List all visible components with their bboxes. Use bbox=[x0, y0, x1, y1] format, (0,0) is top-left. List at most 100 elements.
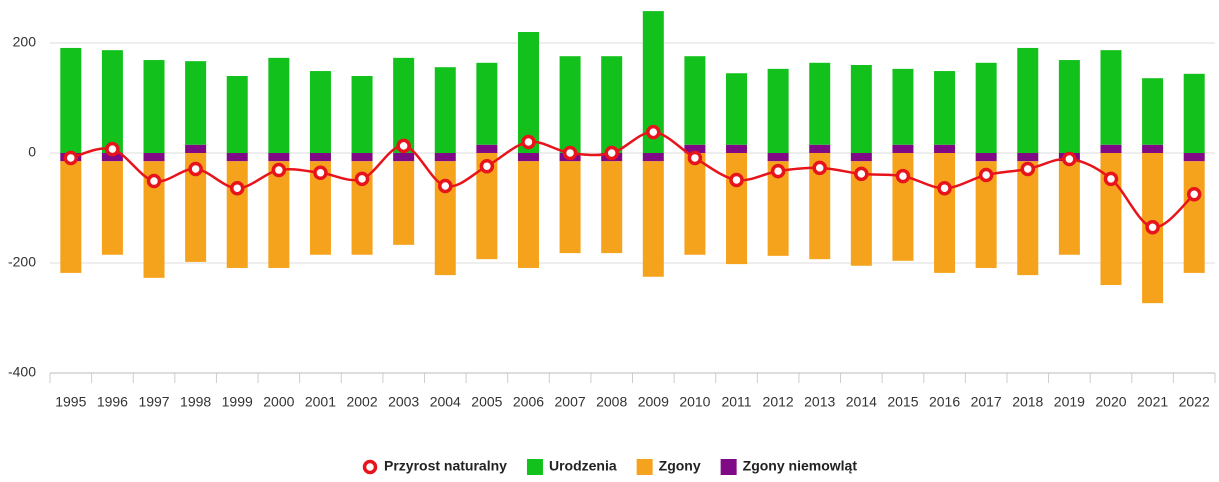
legend-item: Urodzenia bbox=[526, 458, 617, 475]
bar bbox=[809, 62, 831, 145]
x-tick-label: 2021 bbox=[1137, 394, 1168, 410]
x-tick-label: 1998 bbox=[180, 394, 211, 410]
x-tick-label: 2002 bbox=[346, 394, 377, 410]
line-marker bbox=[604, 145, 619, 161]
bar bbox=[309, 161, 331, 255]
bar bbox=[1017, 161, 1039, 276]
x-tick-label: 2003 bbox=[388, 394, 419, 410]
line-marker bbox=[646, 124, 661, 140]
line-marker bbox=[729, 172, 744, 188]
line-marker bbox=[271, 162, 287, 178]
x-tick-label: 2004 bbox=[430, 394, 461, 410]
bar bbox=[1017, 153, 1039, 162]
bar bbox=[101, 50, 123, 153]
bar bbox=[476, 144, 498, 153]
line-marker bbox=[978, 167, 994, 183]
bar bbox=[226, 76, 248, 153]
bar bbox=[850, 65, 872, 153]
line-marker bbox=[562, 145, 578, 161]
bar bbox=[934, 153, 956, 273]
line-marker bbox=[854, 166, 869, 182]
bar bbox=[434, 153, 456, 162]
bar bbox=[684, 153, 706, 255]
bar bbox=[726, 144, 748, 153]
line-marker bbox=[354, 171, 370, 187]
bar bbox=[517, 32, 539, 153]
bar bbox=[1183, 73, 1205, 153]
x-tick-label: 2011 bbox=[721, 394, 751, 410]
bar bbox=[60, 47, 82, 154]
x-tick-label: 2006 bbox=[513, 394, 544, 410]
line-marker bbox=[396, 138, 411, 154]
line-marker bbox=[770, 163, 786, 179]
bar bbox=[1183, 161, 1205, 273]
bar bbox=[642, 161, 664, 277]
bar bbox=[892, 144, 914, 153]
line-marker bbox=[1020, 161, 1036, 177]
bar bbox=[143, 161, 165, 278]
bar bbox=[601, 161, 623, 254]
bar bbox=[185, 144, 207, 153]
bar bbox=[309, 71, 331, 153]
bar bbox=[684, 144, 706, 153]
line-marker bbox=[438, 178, 453, 194]
legend-marker bbox=[526, 459, 543, 475]
bar bbox=[393, 161, 415, 245]
bar bbox=[850, 161, 872, 266]
line-marker bbox=[63, 150, 79, 166]
legend: Przyrost naturalny Urodzenia Zgony Zgony ni… bbox=[362, 458, 858, 475]
x-tick-label: 2022 bbox=[1179, 394, 1210, 410]
bar bbox=[60, 161, 82, 273]
bar bbox=[559, 161, 581, 254]
line-marker bbox=[812, 160, 827, 176]
line-marker bbox=[1186, 187, 1202, 202]
line-marker bbox=[479, 158, 495, 174]
bar bbox=[101, 153, 123, 162]
line-marker bbox=[1103, 171, 1119, 187]
x-tick-label: 2007 bbox=[555, 394, 586, 410]
bar bbox=[767, 153, 789, 162]
bar bbox=[1183, 153, 1205, 162]
legend-label: Zgony bbox=[659, 458, 701, 474]
x-tick-label: 2015 bbox=[887, 394, 918, 410]
bar bbox=[934, 144, 956, 153]
bar bbox=[642, 153, 664, 162]
bar bbox=[268, 161, 290, 268]
line-marker bbox=[146, 173, 162, 189]
x-tick-label: 2019 bbox=[1054, 394, 1085, 410]
bar bbox=[1058, 161, 1080, 255]
bar bbox=[809, 144, 831, 153]
x-tick-label: 1999 bbox=[222, 394, 253, 410]
line-marker bbox=[687, 150, 703, 166]
bar bbox=[393, 57, 415, 153]
bar bbox=[1017, 47, 1039, 154]
x-tick-label: 1996 bbox=[97, 394, 128, 410]
legend-marker bbox=[720, 459, 737, 475]
bar bbox=[975, 153, 997, 162]
x-tick-label: 1995 bbox=[55, 394, 86, 410]
legend-label: Zgony niemowląt bbox=[743, 458, 858, 474]
line-marker bbox=[1062, 151, 1077, 167]
x-tick-label: 2014 bbox=[846, 394, 877, 410]
x-tick-label: 1997 bbox=[138, 394, 169, 410]
line-marker bbox=[229, 180, 245, 196]
bar bbox=[351, 161, 373, 255]
y-tick-label: 0 bbox=[28, 144, 36, 160]
x-tick-label: 2013 bbox=[804, 394, 835, 410]
legend-label: Przyrost naturalny bbox=[384, 458, 507, 474]
x-tick-label: 2000 bbox=[263, 394, 294, 410]
bar bbox=[1058, 60, 1080, 153]
legend-item: Zgony bbox=[636, 458, 701, 475]
legend-marker bbox=[636, 459, 653, 475]
line-marker bbox=[105, 141, 120, 157]
bar bbox=[1142, 78, 1164, 145]
bar bbox=[143, 60, 165, 153]
bar bbox=[393, 153, 415, 162]
line bbox=[70, 130, 1196, 229]
x-tick-label: 2009 bbox=[638, 394, 669, 410]
x-tick-label: 2012 bbox=[763, 394, 794, 410]
bar bbox=[185, 61, 207, 145]
legend-item: Zgony niemowląt bbox=[720, 458, 858, 475]
bar bbox=[642, 11, 664, 153]
bar bbox=[351, 76, 373, 153]
